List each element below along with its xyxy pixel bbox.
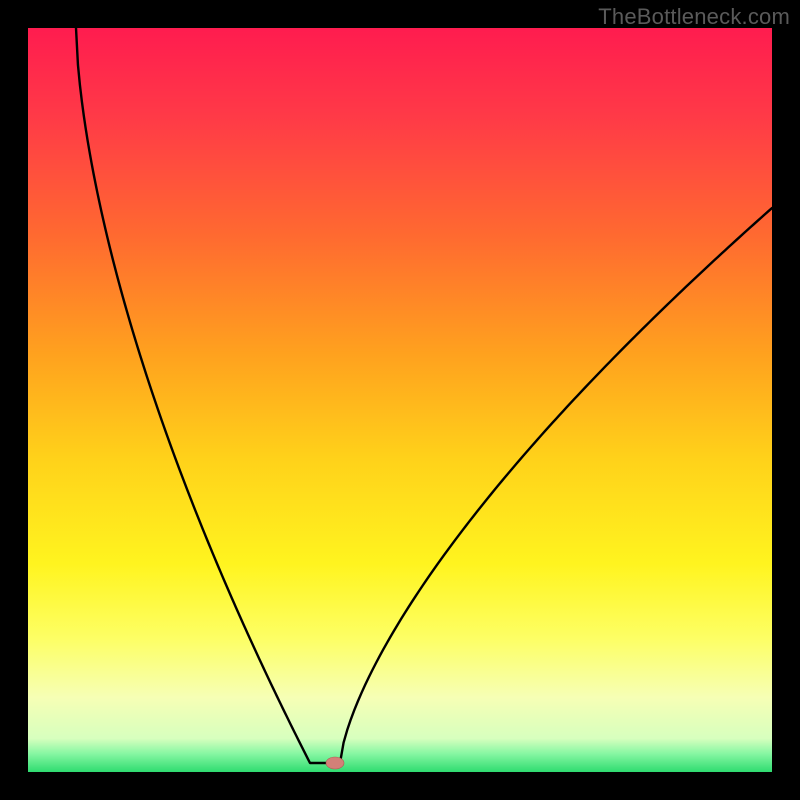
bottleneck-chart: [0, 0, 800, 800]
chart-container: TheBottleneck.com: [0, 0, 800, 800]
chart-background-gradient: [28, 28, 772, 772]
optimal-point-marker: [326, 757, 344, 769]
watermark-label: TheBottleneck.com: [598, 4, 790, 30]
